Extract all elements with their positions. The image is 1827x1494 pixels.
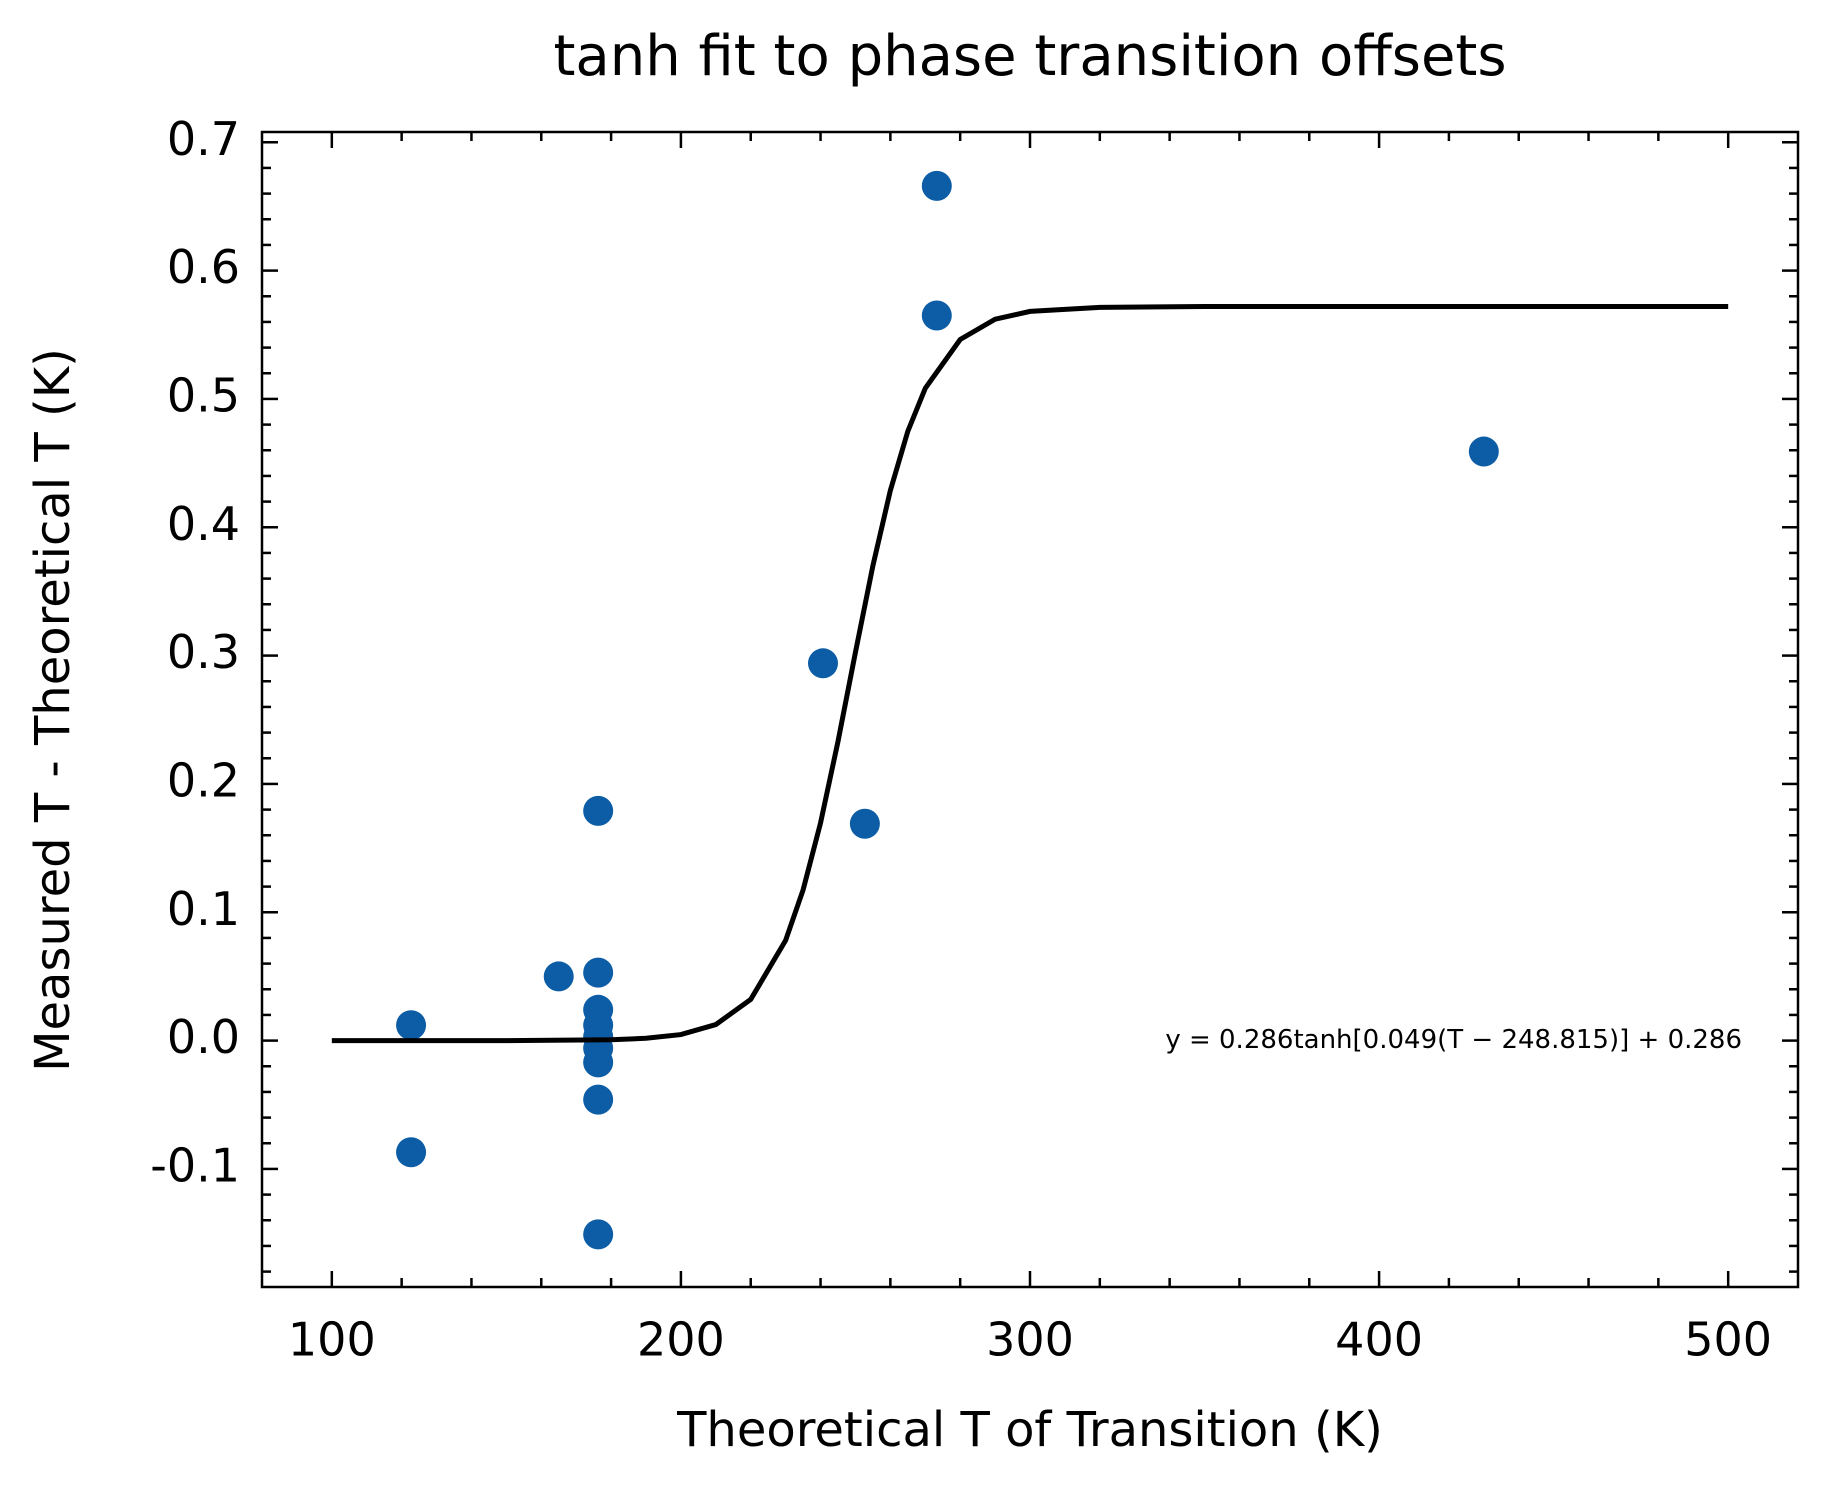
- y-tick-label: 0.3: [167, 625, 240, 679]
- x-tick-label: 300: [986, 1313, 1074, 1367]
- data-point: [583, 957, 614, 988]
- data-point: [583, 1219, 614, 1250]
- data-point: [807, 648, 838, 679]
- data-point: [396, 1137, 427, 1168]
- x-tick-label: 100: [288, 1313, 376, 1367]
- x-tick-label: 500: [1684, 1313, 1772, 1367]
- plot-frame: [260, 130, 1800, 1289]
- data-point: [1468, 436, 1499, 467]
- fit-annotation: y = 0.286tanh[0.049(T − 248.815)] + 0.28…: [1165, 1025, 1742, 1055]
- data-point: [583, 795, 614, 826]
- data-point: [849, 808, 880, 839]
- x-tick-label: 200: [637, 1313, 725, 1367]
- y-tick-label: 0.1: [167, 882, 240, 936]
- y-tick-label: 0.2: [167, 753, 240, 807]
- y-tick-label: -0.1: [150, 1138, 240, 1192]
- data-point: [583, 1047, 614, 1078]
- fit-line: [331, 304, 1729, 1044]
- y-tick-label: 0.5: [167, 368, 240, 422]
- y-tick-label: 0.6: [167, 240, 240, 294]
- x-tick-label: 400: [1335, 1313, 1423, 1367]
- y-axis-label: Measured T - Theoretical T (K): [25, 348, 81, 1072]
- chart-title: tanh fit to phase transition offsets: [553, 24, 1506, 89]
- data-point: [396, 1010, 427, 1041]
- y-tick-label: 0.0: [167, 1010, 240, 1064]
- data-point: [921, 170, 952, 201]
- data-point: [543, 961, 574, 992]
- data-point: [583, 1084, 614, 1115]
- x-axis-label: Theoretical T of Transition (K): [676, 1402, 1383, 1458]
- y-tick-label: 0.4: [167, 497, 240, 551]
- data-point: [921, 300, 952, 331]
- y-tick-label: 0.7: [167, 112, 240, 166]
